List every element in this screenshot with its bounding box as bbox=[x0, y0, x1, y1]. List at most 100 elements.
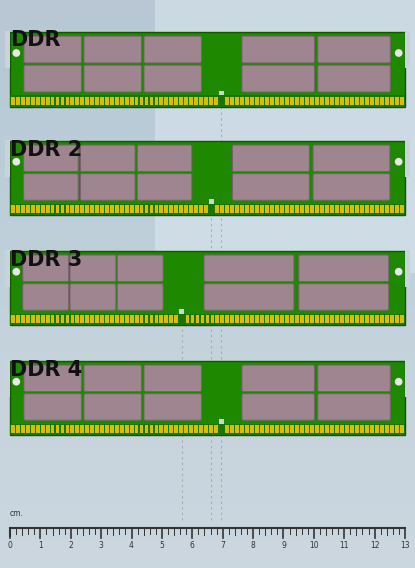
Bar bbox=[240, 205, 244, 213]
Bar bbox=[179, 205, 183, 213]
Bar bbox=[219, 90, 224, 107]
Bar bbox=[81, 425, 84, 433]
Bar bbox=[130, 97, 134, 105]
FancyBboxPatch shape bbox=[155, 0, 415, 273]
FancyBboxPatch shape bbox=[204, 283, 294, 310]
FancyBboxPatch shape bbox=[81, 174, 135, 201]
Bar bbox=[390, 315, 394, 323]
Bar bbox=[290, 315, 294, 323]
Bar bbox=[135, 425, 139, 433]
FancyBboxPatch shape bbox=[24, 36, 81, 63]
Bar bbox=[31, 425, 35, 433]
FancyBboxPatch shape bbox=[24, 365, 81, 391]
Bar bbox=[51, 315, 54, 323]
Text: 10: 10 bbox=[309, 541, 319, 550]
Bar bbox=[260, 97, 264, 105]
Bar bbox=[265, 315, 269, 323]
Bar bbox=[355, 97, 359, 105]
Bar bbox=[245, 97, 249, 105]
Bar bbox=[305, 97, 309, 105]
FancyBboxPatch shape bbox=[144, 394, 201, 420]
Bar bbox=[320, 315, 324, 323]
Bar bbox=[250, 425, 254, 433]
Bar bbox=[225, 315, 229, 323]
Bar bbox=[5, 151, 10, 165]
Bar bbox=[71, 97, 74, 105]
Bar bbox=[204, 205, 208, 213]
Bar bbox=[295, 97, 299, 105]
Bar bbox=[280, 425, 284, 433]
Bar bbox=[154, 97, 158, 105]
Bar bbox=[225, 425, 229, 433]
Bar bbox=[360, 425, 364, 433]
Bar bbox=[56, 315, 59, 323]
Bar bbox=[144, 97, 149, 105]
Bar bbox=[5, 55, 10, 68]
Bar bbox=[16, 425, 20, 433]
Bar bbox=[265, 205, 269, 213]
Bar bbox=[5, 140, 10, 153]
Bar bbox=[335, 97, 339, 105]
Bar bbox=[286, 315, 289, 323]
Bar bbox=[95, 315, 99, 323]
Bar bbox=[130, 315, 134, 323]
Bar bbox=[395, 315, 399, 323]
Circle shape bbox=[13, 269, 20, 275]
FancyBboxPatch shape bbox=[313, 174, 390, 201]
Bar bbox=[400, 315, 404, 323]
Bar bbox=[405, 371, 410, 385]
Bar bbox=[16, 205, 20, 213]
Bar bbox=[199, 97, 203, 105]
FancyBboxPatch shape bbox=[137, 145, 192, 172]
Bar bbox=[125, 205, 129, 213]
Bar bbox=[61, 205, 64, 213]
Text: 4: 4 bbox=[129, 541, 134, 550]
Circle shape bbox=[395, 50, 402, 56]
Bar bbox=[330, 97, 334, 105]
Bar bbox=[375, 97, 379, 105]
Bar bbox=[5, 261, 10, 275]
Bar bbox=[36, 205, 40, 213]
Bar bbox=[76, 205, 79, 213]
Circle shape bbox=[395, 378, 402, 385]
Bar bbox=[355, 315, 359, 323]
Bar bbox=[125, 97, 129, 105]
FancyBboxPatch shape bbox=[242, 365, 315, 391]
Bar bbox=[405, 383, 410, 396]
FancyBboxPatch shape bbox=[242, 394, 315, 420]
Bar bbox=[300, 425, 304, 433]
Bar bbox=[340, 425, 344, 433]
Bar bbox=[400, 205, 404, 213]
Bar bbox=[164, 97, 168, 105]
Bar bbox=[125, 315, 129, 323]
Bar bbox=[385, 315, 389, 323]
Bar bbox=[144, 425, 149, 433]
Bar bbox=[350, 97, 354, 105]
Bar bbox=[320, 425, 324, 433]
Bar bbox=[194, 205, 198, 213]
Bar bbox=[115, 97, 119, 105]
Bar bbox=[5, 383, 10, 396]
FancyBboxPatch shape bbox=[318, 36, 390, 63]
Bar bbox=[355, 425, 359, 433]
Bar bbox=[120, 315, 124, 323]
Bar bbox=[140, 425, 144, 433]
FancyBboxPatch shape bbox=[204, 255, 294, 282]
FancyBboxPatch shape bbox=[117, 255, 163, 282]
Bar bbox=[390, 97, 394, 105]
Bar bbox=[255, 425, 259, 433]
Bar bbox=[130, 425, 134, 433]
Bar bbox=[66, 97, 69, 105]
FancyBboxPatch shape bbox=[117, 283, 163, 310]
Bar bbox=[5, 43, 10, 56]
Bar bbox=[46, 425, 49, 433]
Bar bbox=[164, 425, 168, 433]
Bar bbox=[290, 205, 294, 213]
Bar bbox=[71, 315, 74, 323]
Bar bbox=[190, 315, 194, 323]
Bar bbox=[255, 97, 259, 105]
Bar bbox=[405, 43, 410, 56]
Circle shape bbox=[395, 158, 402, 165]
Bar bbox=[365, 205, 369, 213]
Text: 2: 2 bbox=[68, 541, 73, 550]
